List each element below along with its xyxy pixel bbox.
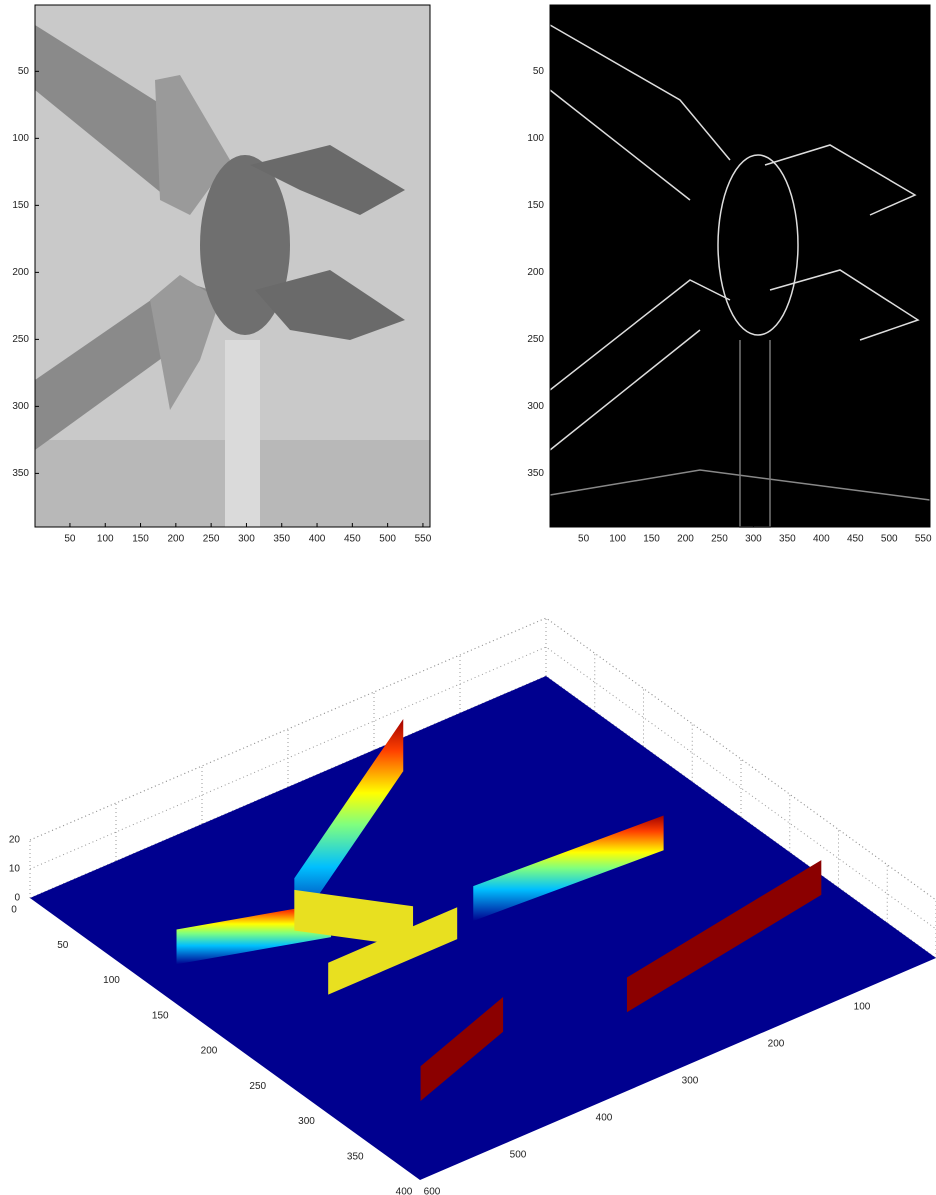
z-tick-label: 10: [9, 864, 21, 875]
x-tick-label: 550: [415, 534, 432, 545]
x-tick-label: 450: [344, 534, 361, 545]
x-tick-label: 500: [881, 534, 898, 545]
y-tick-label: 50: [533, 66, 545, 77]
y-tick-label: 150: [152, 1010, 169, 1021]
x-tick-label: 200: [768, 1039, 785, 1050]
x-tick-label: 50: [64, 534, 76, 545]
x-tick-label: 350: [273, 534, 290, 545]
y-tick-label: 200: [527, 267, 544, 278]
surface-floor: [30, 676, 936, 1180]
x-tick-label: 500: [379, 534, 396, 545]
y-tick-label: 100: [103, 975, 120, 986]
x-tick-label: 450: [847, 534, 864, 545]
y-tick-label: 250: [249, 1081, 266, 1092]
z-tick-label: 0: [14, 893, 20, 904]
x-tick-label: 300: [238, 534, 255, 545]
x-tick-label: 150: [132, 534, 149, 545]
x-tick-label: 600: [424, 1187, 441, 1195]
y-tick-label: 0: [11, 905, 17, 916]
y-tick-label: 50: [57, 940, 69, 951]
x-tick-label: 250: [203, 534, 220, 545]
y-tick-label: 350: [12, 468, 29, 479]
x-tick-label: 550: [915, 534, 932, 545]
x-tick-label: 400: [813, 534, 830, 545]
y-tick-label: 150: [12, 200, 29, 211]
y-tick-label: 300: [527, 401, 544, 412]
y-tick-label: 300: [12, 401, 29, 412]
x-tick-label: 300: [682, 1076, 699, 1087]
y-tick-label: 50: [18, 66, 30, 77]
y-tick-label: 150: [527, 200, 544, 211]
y-tick-label: 100: [12, 133, 29, 144]
x-tick-label: 300: [745, 534, 762, 545]
x-tick-label: 250: [711, 534, 728, 545]
z-tick-label: 20: [9, 835, 21, 846]
x-tick-label: 350: [779, 534, 796, 545]
edge-image: [550, 5, 930, 527]
x-tick-label: 150: [643, 534, 660, 545]
surface-plot: 0102005010015020025030035040010020030040…: [9, 618, 936, 1195]
figure: 0102005010015020025030035040010020030040…: [0, 0, 936, 1195]
gray-image: [35, 5, 430, 527]
y-tick-label: 200: [12, 267, 29, 278]
y-tick-label: 300: [298, 1116, 315, 1127]
x-tick-label: 100: [97, 534, 114, 545]
x-tick-label: 50: [578, 534, 590, 545]
y-tick-label: 250: [527, 334, 544, 345]
x-tick-label: 100: [854, 1002, 871, 1013]
y-tick-label: 350: [527, 468, 544, 479]
y-tick-label: 200: [201, 1046, 218, 1057]
y-tick-label: 250: [12, 334, 29, 345]
y-tick-label: 400: [396, 1187, 413, 1195]
x-tick-label: 200: [168, 534, 185, 545]
x-tick-label: 400: [309, 534, 326, 545]
x-tick-label: 100: [609, 534, 626, 545]
y-tick-label: 100: [527, 133, 544, 144]
x-tick-label: 400: [596, 1113, 613, 1124]
y-tick-label: 350: [347, 1151, 364, 1162]
x-tick-label: 500: [510, 1150, 527, 1161]
x-tick-label: 200: [677, 534, 694, 545]
